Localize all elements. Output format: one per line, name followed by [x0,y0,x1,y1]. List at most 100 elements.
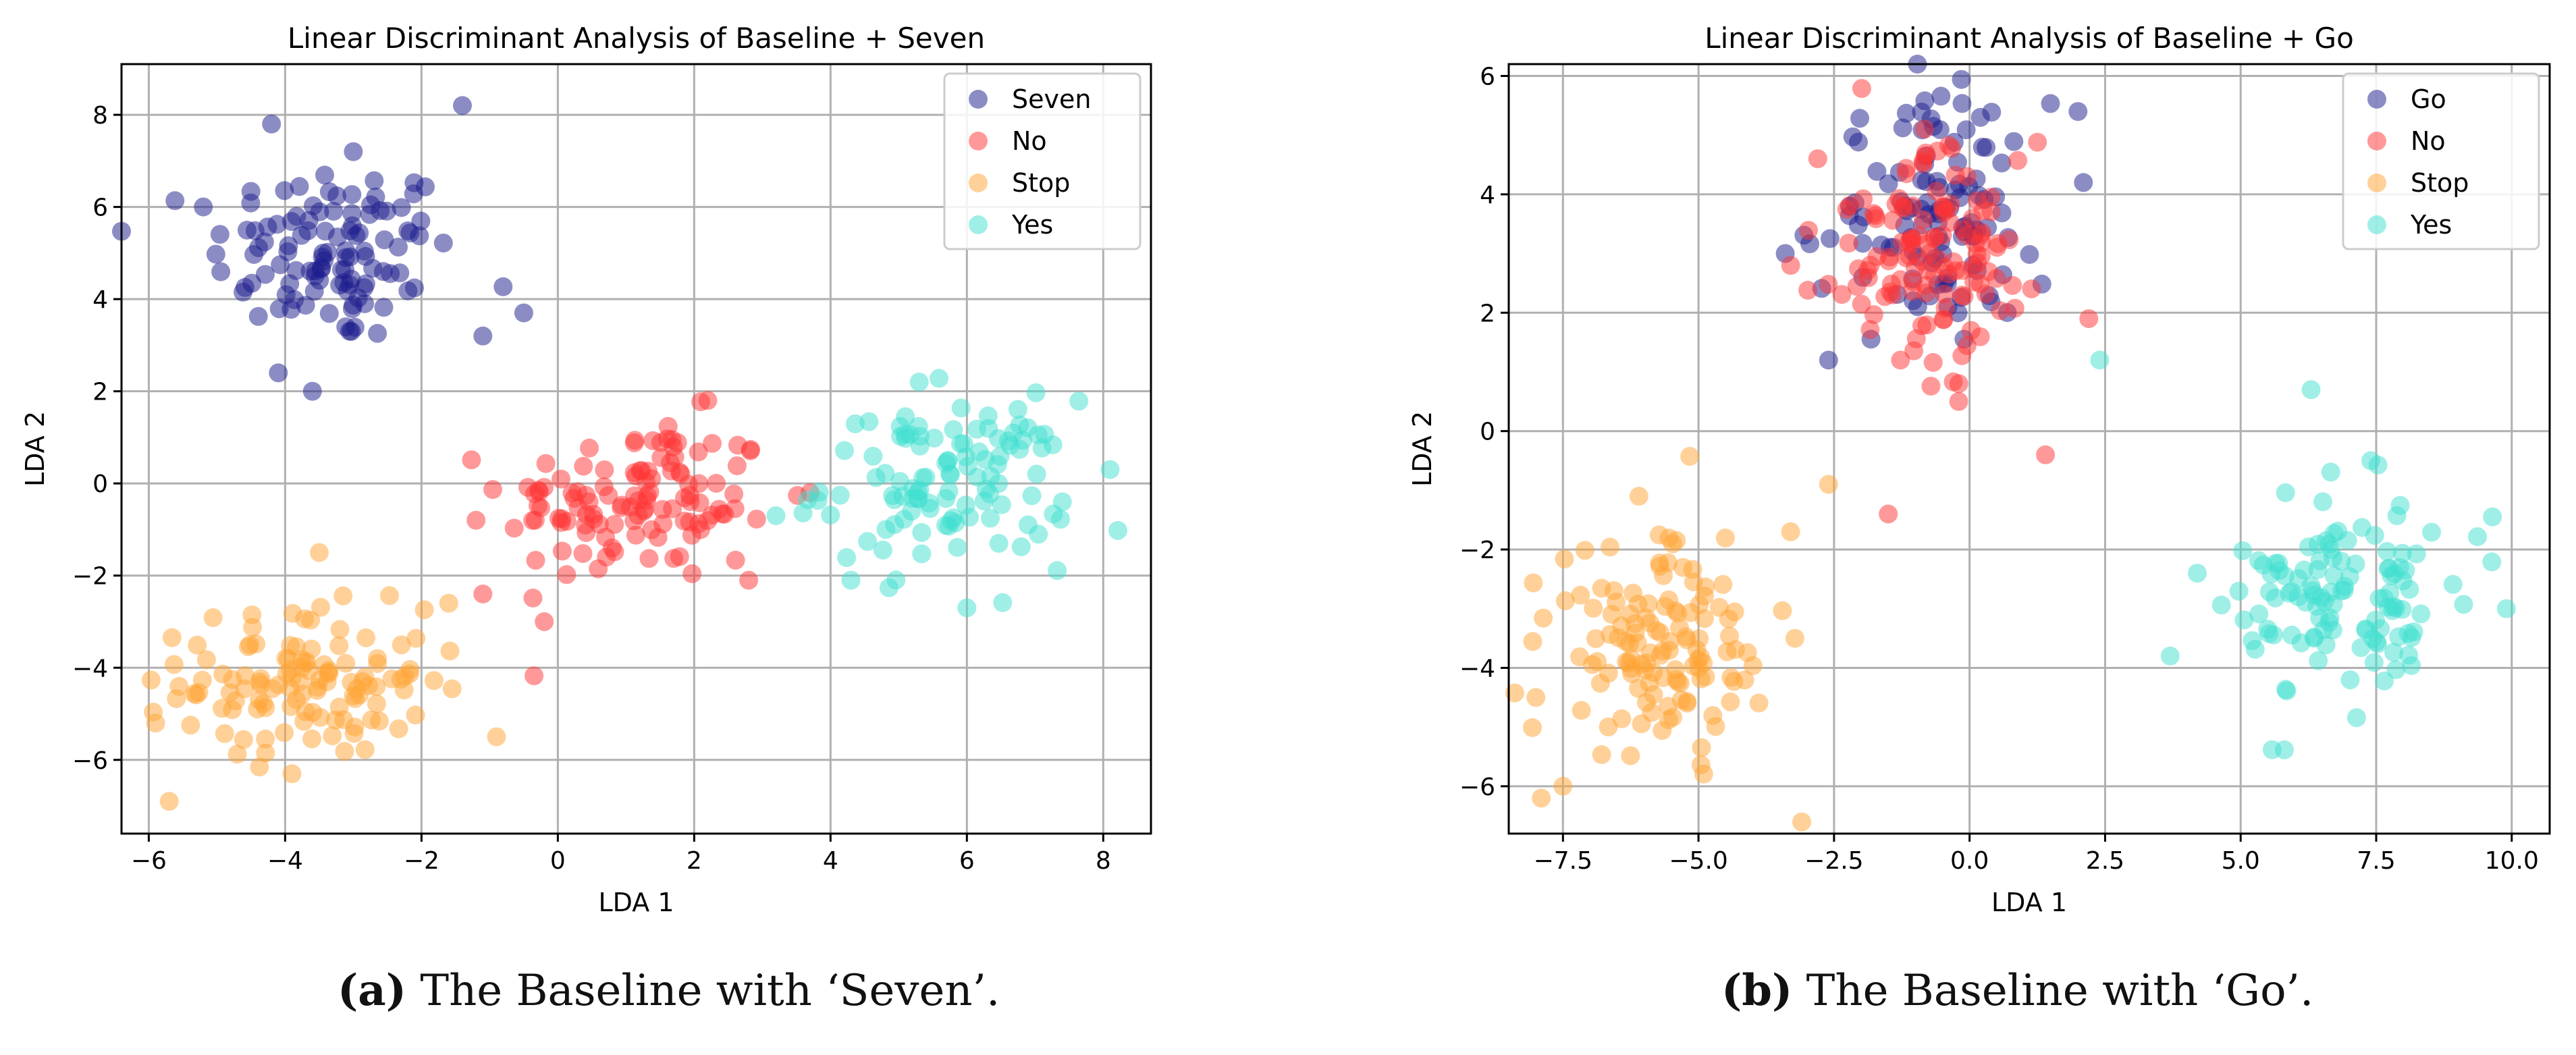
legend-box [2342,72,2540,250]
data-point [2316,635,2336,655]
data-point [1915,91,1935,111]
data-point [1676,627,1696,647]
data-point [367,694,386,713]
data-point [1628,633,1647,653]
data-point [1670,674,1690,693]
data-point [981,508,1000,528]
data-point [1599,717,1618,736]
data-point [342,299,362,319]
data-point [389,238,408,257]
data-point [1860,320,1880,340]
data-point [269,363,288,383]
data-point [698,391,718,410]
data-point [181,715,200,735]
data-point [317,672,337,691]
data-point [309,543,329,562]
data-point [302,381,322,401]
data-point [944,420,963,439]
data-point [1927,182,1946,201]
data-point [595,460,614,480]
data-point [1649,525,1669,545]
data-point [2262,740,2282,759]
data-point [525,666,544,686]
data-point [1650,556,1669,576]
data-point [1027,464,1046,484]
data-point [552,469,570,489]
data-point [989,534,1009,553]
data-point [1949,391,1968,411]
data-point [275,723,294,742]
data-point [1651,645,1670,665]
data-point [939,481,959,501]
plot-frame [120,63,1152,835]
legend-label: No [1012,126,1047,156]
y-tick-label: −6 [1459,774,1495,801]
x-tick-label: −7.5 [1534,847,1592,875]
data-point [1798,281,1818,300]
data-point [374,298,394,317]
data-point [146,713,165,733]
data-point [1505,683,1524,703]
data-point [1690,595,1709,614]
data-point [2340,670,2360,690]
data-point [1956,120,1976,140]
data-point [248,699,267,719]
data-point [912,522,932,542]
data-point [1663,534,1682,553]
data-point [340,247,360,267]
data-point [325,710,345,730]
data-point [442,679,462,699]
data-point [1850,109,1869,128]
data-point [1893,118,1912,138]
data-point [2321,462,2340,482]
data-point [2301,380,2321,400]
data-point [1849,259,1868,279]
series-no [462,391,820,686]
data-point [993,593,1013,612]
data-point [809,483,829,502]
legend-marker [969,173,988,192]
data-point [313,247,332,267]
data-point [344,142,363,161]
data-point [1553,776,1573,796]
data-point [2005,298,2024,318]
data-point [535,612,554,631]
data-point [526,551,545,570]
data-point [1108,520,1127,540]
data-point [2074,173,2093,192]
data-point [739,570,759,590]
data-point [212,699,232,718]
data-point [433,234,453,253]
data-point [1624,583,1643,603]
chart-title: Linear Discriminant Analysis of Baseline… [1705,22,2354,55]
y-tick-label: −4 [1459,655,1495,682]
data-point [1917,234,1937,253]
data-point [1949,374,1968,394]
data-point [2313,492,2332,512]
data-point [414,600,434,620]
data-point [576,523,596,543]
data-point [1896,103,1916,123]
data-point [1893,196,1912,216]
data-point [164,655,184,674]
data-point [628,506,648,525]
data-point [167,689,186,709]
data-point [2353,518,2371,537]
data-point [2340,567,2359,587]
data-point [863,446,883,466]
y-tick-label: −2 [1459,537,1495,564]
data-point [1988,234,2008,253]
data-point [576,485,596,505]
y-tick-label: −6 [72,747,108,775]
data-point [462,450,481,470]
data-point [2243,631,2262,651]
data-point [1896,159,1916,178]
data-point [203,608,223,628]
data-point [290,177,309,196]
data-point [859,412,879,431]
data-point [1019,515,1038,535]
x-tick-label: 7.5 [2357,847,2395,875]
series-yes [2090,350,2516,759]
data-point [2211,595,2231,615]
data-point [1879,174,1898,194]
